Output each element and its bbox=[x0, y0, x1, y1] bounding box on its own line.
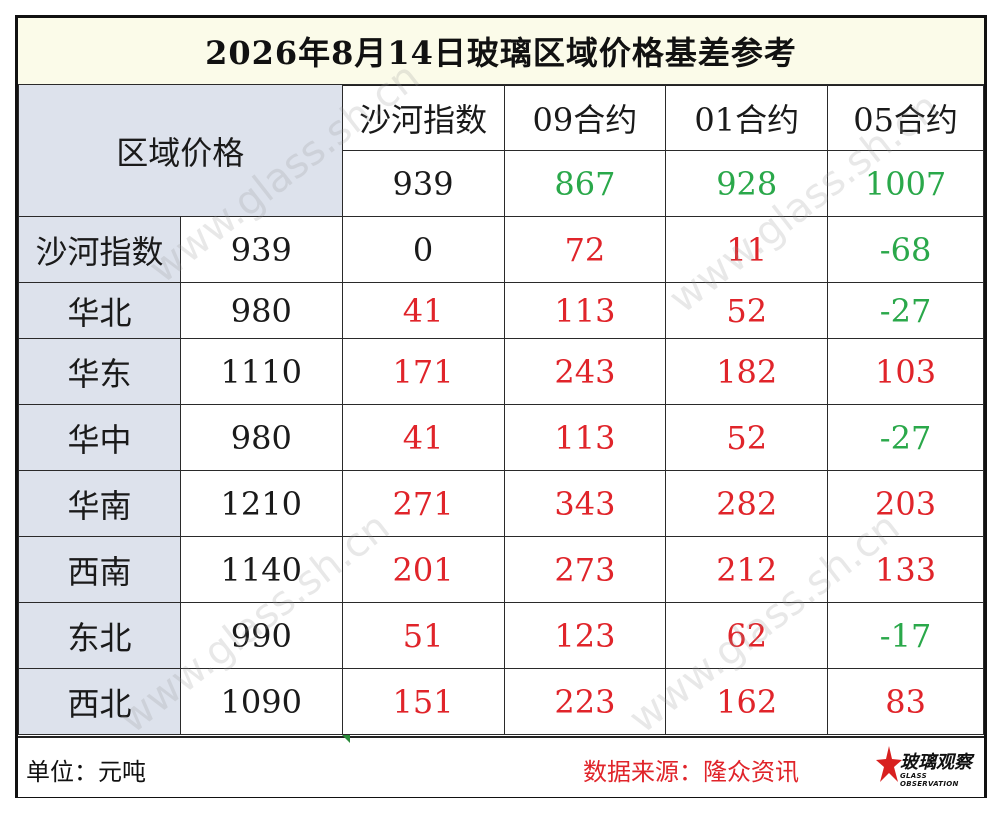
basis-value: 62 bbox=[665, 602, 829, 669]
basis-value: 182 bbox=[665, 338, 829, 405]
basis-value: 51 bbox=[341, 602, 505, 669]
region-price: 1110 bbox=[179, 338, 343, 405]
basis-value: 223 bbox=[503, 668, 667, 735]
basis-value: 343 bbox=[503, 470, 667, 537]
region-price: 990 bbox=[179, 602, 343, 669]
region-price: 1090 bbox=[179, 668, 343, 735]
page-title: 2026年8月14日玻璃区域价格基差参考 bbox=[18, 18, 984, 86]
basis-value: 113 bbox=[503, 404, 667, 471]
column-header-shahe-index: 沙河指数 bbox=[341, 84, 505, 151]
basis-value: 271 bbox=[341, 470, 505, 537]
region-name: 华中 bbox=[18, 404, 181, 471]
basis-value: 123 bbox=[503, 602, 667, 669]
basis-value: 103 bbox=[827, 338, 984, 405]
table-row: 华中 980 41 113 52 -27 bbox=[18, 404, 984, 471]
column-header-05-contract: 05合约 bbox=[827, 84, 984, 151]
column-value-05-contract: 1007 bbox=[827, 150, 984, 217]
basis-value: 52 bbox=[665, 404, 829, 471]
column-header-01-contract: 01合约 bbox=[665, 84, 829, 151]
basis-value: -68 bbox=[827, 216, 984, 283]
column-value-09-contract: 867 bbox=[503, 150, 667, 217]
basis-value: 212 bbox=[665, 536, 829, 603]
table-row: 西北 1090 151 223 162 83 bbox=[18, 668, 984, 735]
basis-value: 72 bbox=[503, 216, 667, 283]
basis-value: -27 bbox=[827, 282, 984, 339]
basis-value: -27 bbox=[827, 404, 984, 471]
star-icon bbox=[876, 746, 902, 782]
region-name: 华南 bbox=[18, 470, 181, 537]
basis-table: 区域价格 沙河指数 09合约 01合约 05合约 939 867 928 100… bbox=[18, 84, 984, 735]
basis-value: -17 bbox=[827, 602, 984, 669]
table-footer: 单位：元吨 数据来源：隆众资讯 玻璃观察 GLASS OBSERVATION bbox=[18, 736, 984, 797]
column-value-shahe-index: 939 bbox=[341, 150, 505, 217]
table-row: 西南 1140 201 273 212 133 bbox=[18, 536, 984, 603]
basis-value: 41 bbox=[341, 404, 505, 471]
basis-value: 113 bbox=[503, 282, 667, 339]
region-name: 沙河指数 bbox=[18, 216, 181, 283]
glass-observation-logo: 玻璃观察 GLASS OBSERVATION bbox=[876, 744, 980, 792]
column-value-01-contract: 928 bbox=[665, 150, 829, 217]
table-row: 华南 1210 271 343 282 203 bbox=[18, 470, 984, 537]
table-frame: 2026年8月14日玻璃区域价格基差参考 区域价格 沙河指数 09合约 01合约… bbox=[15, 15, 987, 798]
basis-value: 52 bbox=[665, 282, 829, 339]
region-name: 西北 bbox=[18, 668, 181, 735]
basis-value: 243 bbox=[503, 338, 667, 405]
region-name: 东北 bbox=[18, 602, 181, 669]
basis-value: 162 bbox=[665, 668, 829, 735]
region-price: 1210 bbox=[179, 470, 343, 537]
basis-value: 0 bbox=[341, 216, 505, 283]
basis-value: 41 bbox=[341, 282, 505, 339]
region-name: 西南 bbox=[18, 536, 181, 603]
region-price-header: 区域价格 bbox=[18, 84, 343, 217]
logo-subtitle: GLASS OBSERVATION bbox=[900, 772, 959, 788]
basis-value: 11 bbox=[665, 216, 829, 283]
cell-marker bbox=[342, 735, 350, 743]
region-price: 980 bbox=[179, 282, 343, 339]
data-source-label: 数据来源：隆众资讯 bbox=[583, 758, 799, 786]
basis-value: 201 bbox=[341, 536, 505, 603]
region-name: 华东 bbox=[18, 338, 181, 405]
basis-value: 203 bbox=[827, 470, 984, 537]
basis-value: 171 bbox=[341, 338, 505, 405]
table-row: 华东 1110 171 243 182 103 bbox=[18, 338, 984, 405]
basis-value: 133 bbox=[827, 536, 984, 603]
table-row: 华北 980 41 113 52 -27 bbox=[18, 282, 984, 339]
basis-value: 151 bbox=[341, 668, 505, 735]
basis-value: 83 bbox=[827, 668, 984, 735]
table-row: 沙河指数 939 0 72 11 -68 bbox=[18, 216, 984, 283]
region-price: 980 bbox=[179, 404, 343, 471]
logo-name: 玻璃观察 bbox=[900, 752, 972, 773]
table-row: 东北 990 51 123 62 -17 bbox=[18, 602, 984, 669]
region-price: 1140 bbox=[179, 536, 343, 603]
basis-value: 282 bbox=[665, 470, 829, 537]
basis-value: 273 bbox=[503, 536, 667, 603]
column-header-09-contract: 09合约 bbox=[503, 84, 667, 151]
region-price: 939 bbox=[179, 216, 343, 283]
unit-label: 单位：元吨 bbox=[26, 758, 146, 786]
region-name: 华北 bbox=[18, 282, 181, 339]
